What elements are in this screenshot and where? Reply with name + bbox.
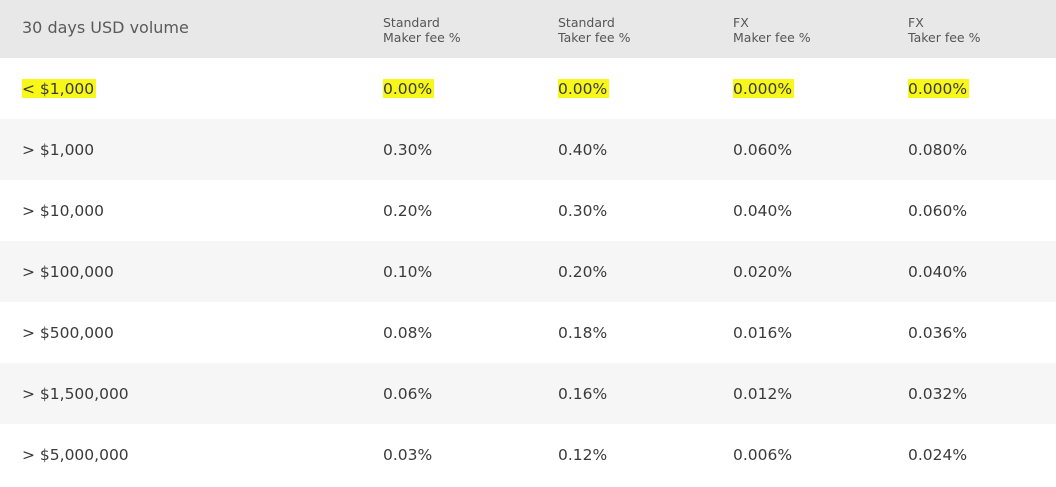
cell-fx-taker-fee: 0.032% [908, 363, 1056, 424]
cell-volume-value: > $1,500,000 [22, 384, 129, 403]
cell-fx-taker-fee-value: 0.080% [908, 140, 968, 159]
cell-fx-taker-fee: 0.036% [908, 302, 1056, 363]
table-row: > $100,000 0.10% 0.20% 0.020% 0.040% [0, 241, 1056, 302]
cell-standard-maker-fee-value: 0.00% [383, 78, 435, 98]
cell-fx-taker-fee: 0.080% [908, 119, 1056, 180]
cell-fx-maker-fee: 0.006% [733, 424, 908, 485]
cell-volume: > $500,000 [0, 302, 383, 363]
cell-fx-taker-fee: 0.060% [908, 180, 1056, 241]
table-body: < $1,000 0.00% 0.00% 0.000% 0.000% > $1,000 0.… [0, 58, 1056, 485]
cell-fx-maker-fee-value: 0.012% [733, 384, 793, 403]
cell-standard-taker-fee: 0.18% [558, 302, 733, 363]
header-standard-maker-fee: Standard Maker fee % [383, 0, 558, 58]
cell-standard-taker-fee: 0.16% [558, 363, 733, 424]
cell-fx-maker-fee-value: 0.006% [733, 445, 793, 464]
header-fx-maker-line1: FX [733, 15, 749, 30]
cell-fx-maker-fee: 0.020% [733, 241, 908, 302]
cell-standard-taker-fee-value: 0.18% [558, 323, 608, 342]
cell-standard-taker-fee-value: 0.40% [558, 140, 608, 159]
table-row: > $1,500,000 0.06% 0.16% 0.012% 0.032% [0, 363, 1056, 424]
cell-fx-taker-fee-value: 0.060% [908, 201, 968, 220]
cell-volume: > $5,000,000 [0, 424, 383, 485]
cell-standard-maker-fee: 0.03% [383, 424, 558, 485]
cell-standard-taker-fee-value: 0.30% [558, 201, 608, 220]
header-row: 30 days USD volume Standard Maker fee % … [0, 0, 1056, 58]
header-volume: 30 days USD volume [22, 17, 189, 37]
cell-standard-maker-fee-value: 0.08% [383, 323, 433, 342]
table-row: > $10,000 0.20% 0.30% 0.040% 0.060% [0, 180, 1056, 241]
cell-volume: > $1,000 [0, 119, 383, 180]
cell-standard-maker-fee: 0.30% [383, 119, 558, 180]
table-row: < $1,000 0.00% 0.00% 0.000% 0.000% [0, 58, 1056, 119]
cell-fx-maker-fee: 0.000% [733, 58, 908, 119]
cell-standard-taker-fee: 0.00% [558, 58, 733, 119]
cell-standard-taker-fee: 0.12% [558, 424, 733, 485]
cell-fx-maker-fee-value: 0.000% [733, 78, 795, 98]
cell-fx-maker-fee-value: 0.016% [733, 323, 793, 342]
cell-standard-maker-fee-value: 0.20% [383, 201, 433, 220]
header-standard-maker-line1: Standard [383, 15, 440, 30]
table-row: > $500,000 0.08% 0.18% 0.016% 0.036% [0, 302, 1056, 363]
header-standard-taker-line2: Taker fee % [558, 30, 631, 45]
header-standard-taker-line1: Standard [558, 15, 615, 30]
cell-standard-taker-fee: 0.40% [558, 119, 733, 180]
cell-fx-taker-fee-value: 0.024% [908, 445, 968, 464]
cell-volume-value: > $5,000,000 [22, 445, 129, 464]
cell-standard-maker-fee-value: 0.03% [383, 445, 433, 464]
cell-standard-taker-fee-value: 0.20% [558, 262, 608, 281]
cell-volume-value: > $1,000 [22, 140, 95, 159]
cell-fx-maker-fee-value: 0.060% [733, 140, 793, 159]
cell-standard-taker-fee-value: 0.00% [558, 78, 610, 98]
cell-volume-value: > $100,000 [22, 262, 114, 281]
cell-fx-maker-fee: 0.060% [733, 119, 908, 180]
cell-fx-maker-fee-value: 0.020% [733, 262, 793, 281]
header-fx-maker-fee: FX Maker fee % [733, 0, 908, 58]
cell-volume-value: < $1,000 [22, 78, 97, 98]
cell-volume: < $1,000 [0, 58, 383, 119]
table-row: > $5,000,000 0.03% 0.12% 0.006% 0.024% [0, 424, 1056, 485]
cell-fx-maker-fee: 0.012% [733, 363, 908, 424]
header-fx-taker-line2: Taker fee % [908, 30, 981, 45]
cell-standard-maker-fee: 0.20% [383, 180, 558, 241]
cell-fx-maker-fee: 0.016% [733, 302, 908, 363]
cell-fx-taker-fee-value: 0.000% [908, 78, 970, 98]
header-fx-maker-line2: Maker fee % [733, 30, 811, 45]
cell-standard-maker-fee-value: 0.06% [383, 384, 433, 403]
cell-fx-taker-fee-value: 0.040% [908, 262, 968, 281]
cell-fx-taker-fee: 0.024% [908, 424, 1056, 485]
cell-volume: > $100,000 [0, 241, 383, 302]
header-fx-taker-fee: FX Taker fee % [908, 0, 1056, 58]
cell-standard-maker-fee: 0.06% [383, 363, 558, 424]
cell-fx-taker-fee: 0.040% [908, 241, 1056, 302]
cell-volume: > $1,500,000 [0, 363, 383, 424]
cell-standard-taker-fee: 0.20% [558, 241, 733, 302]
header-fx-taker-line1: FX [908, 15, 924, 30]
cell-volume-value: > $10,000 [22, 201, 105, 220]
cell-volume: > $10,000 [0, 180, 383, 241]
table-row: > $1,000 0.30% 0.40% 0.060% 0.080% [0, 119, 1056, 180]
cell-fx-taker-fee-value: 0.032% [908, 384, 968, 403]
cell-fx-maker-fee-value: 0.040% [733, 201, 793, 220]
cell-standard-taker-fee-value: 0.16% [558, 384, 608, 403]
cell-volume-value: > $500,000 [22, 323, 114, 342]
cell-standard-maker-fee: 0.08% [383, 302, 558, 363]
cell-standard-taker-fee: 0.30% [558, 180, 733, 241]
cell-standard-maker-fee: 0.00% [383, 58, 558, 119]
cell-fx-maker-fee: 0.040% [733, 180, 908, 241]
header-standard-taker-fee: Standard Taker fee % [558, 0, 733, 58]
cell-standard-maker-fee-value: 0.30% [383, 140, 433, 159]
header-standard-maker-line2: Maker fee % [383, 30, 461, 45]
table-header: 30 days USD volume Standard Maker fee % … [0, 0, 1056, 58]
cell-fx-taker-fee: 0.000% [908, 58, 1056, 119]
cell-fx-taker-fee-value: 0.036% [908, 323, 968, 342]
cell-standard-maker-fee-value: 0.10% [383, 262, 433, 281]
cell-standard-taker-fee-value: 0.12% [558, 445, 608, 464]
cell-standard-maker-fee: 0.10% [383, 241, 558, 302]
